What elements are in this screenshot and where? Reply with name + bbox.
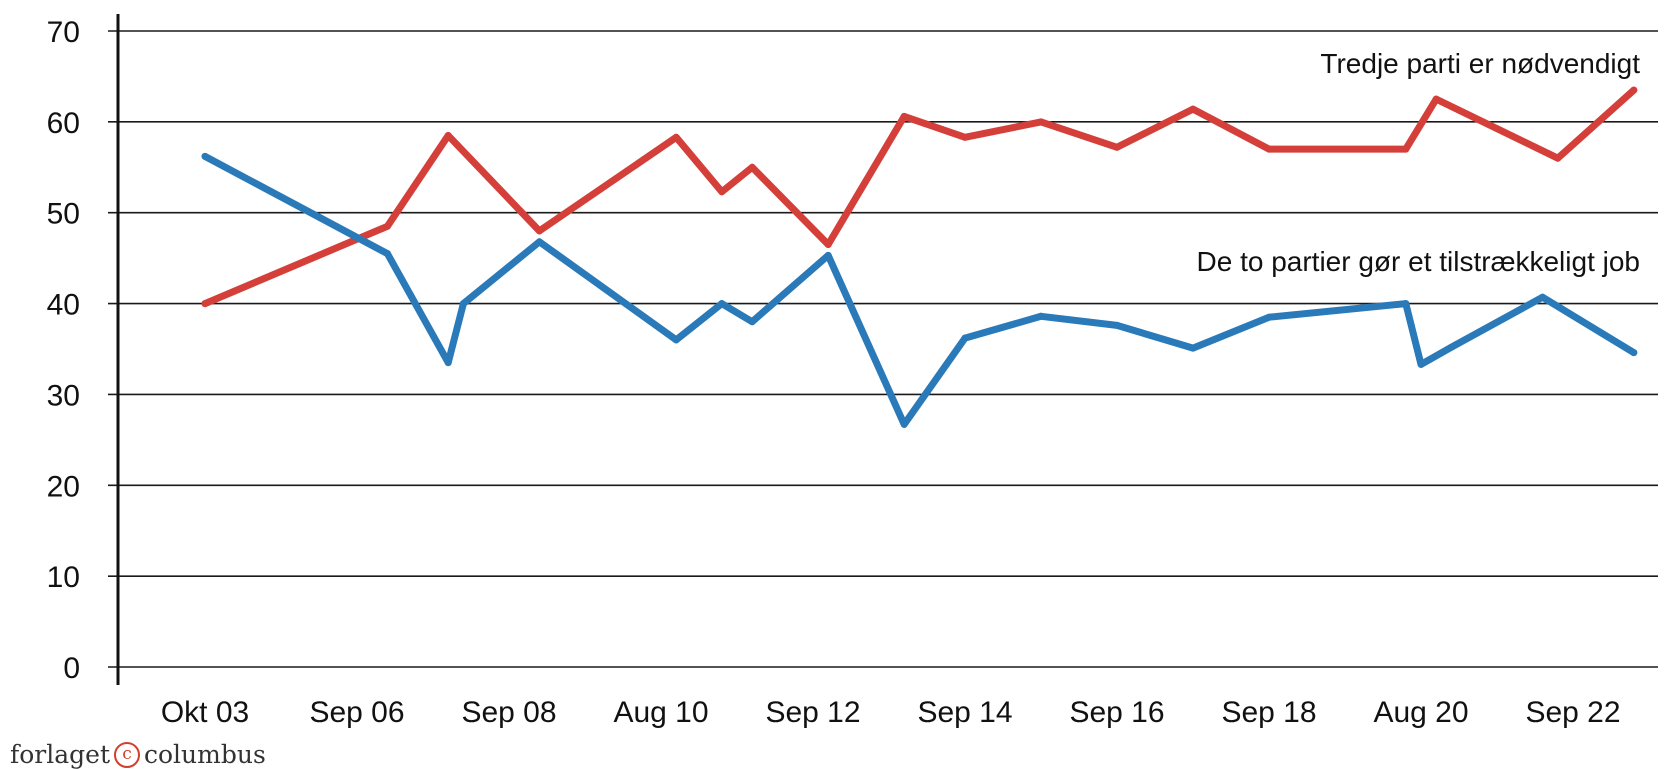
- data-point-blue-2: [444, 359, 452, 367]
- y-tick-label-20: 20: [47, 470, 80, 503]
- x-tick-label-3: Aug 10: [613, 696, 708, 729]
- data-point-red-8: [900, 112, 908, 120]
- x-tick-label-4: Sep 12: [765, 696, 860, 729]
- gridlines: [108, 30, 1658, 668]
- data-point-blue-10: [961, 334, 969, 342]
- data-point-blue-17: [1447, 343, 1455, 351]
- data-point-red-2: [444, 132, 452, 139]
- publisher-logo-text-right: columbus: [144, 740, 266, 769]
- data-point-red-5: [718, 188, 726, 196]
- data-point-red-12: [1189, 105, 1197, 113]
- publisher-logo-text-left: forlaget: [10, 740, 110, 769]
- y-tick-label-50: 50: [47, 198, 80, 231]
- series-line-blue: [201, 152, 1638, 428]
- data-point-red-15: [1432, 95, 1440, 103]
- data-point-red-13: [1265, 145, 1273, 153]
- data-point-red-1: [383, 222, 391, 230]
- data-point-blue-11: [1037, 312, 1045, 320]
- x-tick-label-1: Sep 06: [309, 696, 404, 729]
- data-point-blue-15: [1402, 300, 1410, 308]
- x-tick-label-6: Sep 16: [1069, 696, 1164, 729]
- data-point-blue-12: [1113, 321, 1121, 329]
- data-point-blue-8: [824, 251, 832, 259]
- x-tick-label-9: Sep 22: [1525, 696, 1620, 729]
- x-tick-label-0: Okt 03: [161, 696, 249, 729]
- data-point-red-0: [201, 300, 209, 308]
- data-point-blue-1: [383, 250, 391, 258]
- data-point-red-17: [1630, 86, 1638, 94]
- data-point-blue-6: [718, 300, 726, 308]
- data-point-blue-16: [1417, 360, 1425, 368]
- y-tick-label-70: 70: [47, 16, 80, 49]
- data-point-red-10: [1037, 118, 1045, 126]
- data-point-blue-13: [1189, 344, 1197, 352]
- data-point-red-3: [535, 227, 543, 235]
- y-axis-tick-labels: 0 10 20 30 40 50 60 70: [47, 16, 80, 685]
- data-point-blue-18: [1539, 293, 1547, 301]
- data-point-blue-3: [459, 300, 467, 308]
- series-label-blue: De to partier gør et tilstrækkeligt job: [1197, 246, 1641, 277]
- data-point-red-9: [961, 133, 969, 141]
- y-tick-label-0: 0: [63, 652, 80, 685]
- data-point-red-6: [748, 163, 756, 171]
- data-point-blue-0: [201, 152, 209, 160]
- series-lines: [201, 86, 1638, 428]
- data-point-blue-9: [900, 420, 908, 428]
- data-point-blue-19: [1630, 349, 1638, 357]
- data-point-red-4: [672, 133, 680, 141]
- y-tick-label-30: 30: [47, 379, 80, 412]
- x-tick-label-7: Sep 18: [1221, 696, 1316, 729]
- publisher-logo-mark: c: [114, 741, 140, 768]
- data-point-blue-5: [672, 336, 680, 344]
- publisher-logo: forlaget c columbus: [10, 740, 266, 769]
- data-point-blue-4: [535, 238, 543, 246]
- y-tick-label-10: 10: [47, 561, 80, 594]
- y-tick-label-40: 40: [47, 289, 80, 322]
- data-point-blue-7: [748, 318, 756, 326]
- data-point-blue-14: [1265, 313, 1273, 321]
- y-tick-label-60: 60: [47, 107, 80, 140]
- x-tick-label-8: Aug 20: [1373, 696, 1468, 729]
- series-line-red: [201, 86, 1638, 308]
- x-tick-label-5: Sep 14: [917, 696, 1012, 729]
- x-tick-label-2: Sep 08: [461, 696, 556, 729]
- series-label-red: Tredje parti er nødvendigt: [1320, 48, 1640, 79]
- x-axis-tick-labels: Okt 03 Sep 06 Sep 08 Aug 10 Sep 12 Sep 14 Sep …: [161, 696, 1621, 729]
- data-point-red-7: [824, 241, 832, 248]
- data-point-red-16: [1554, 154, 1562, 162]
- data-point-red-11: [1113, 143, 1121, 151]
- data-point-red-14: [1402, 145, 1410, 153]
